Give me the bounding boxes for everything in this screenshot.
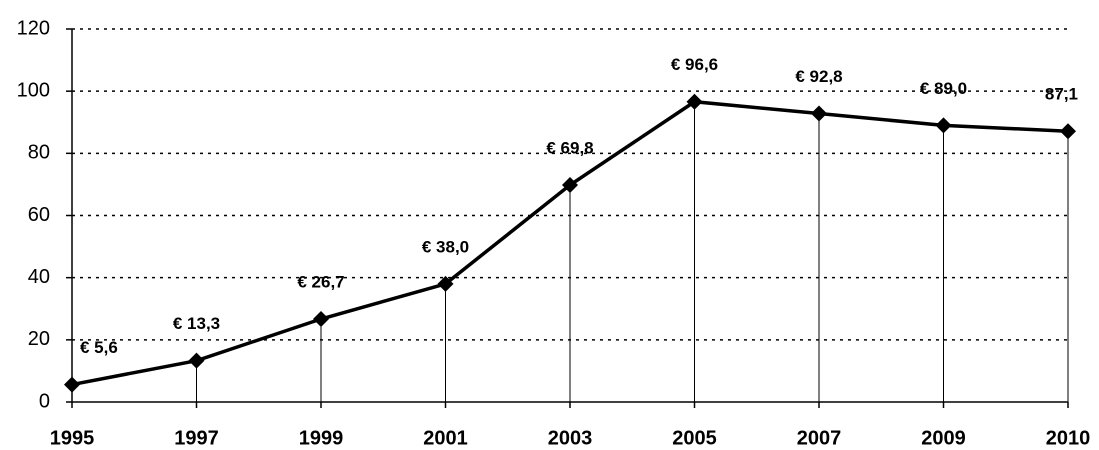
marker [64, 376, 80, 393]
value-label: 87,1 [1045, 85, 1078, 104]
value-label: € 96,6 [671, 55, 718, 74]
marker [188, 352, 205, 369]
value-label: € 26,7 [297, 272, 344, 291]
x-tick-label: 1999 [299, 427, 344, 449]
x-tick-label: 2009 [921, 427, 966, 449]
value-label: € 5,6 [80, 338, 118, 357]
marker [935, 117, 952, 134]
marker [313, 311, 329, 328]
marker [437, 275, 454, 292]
value-label: € 38,0 [422, 237, 469, 256]
value-label: € 89,0 [920, 79, 967, 98]
y-tick-label: 120 [17, 17, 50, 39]
value-label: € 13,3 [173, 314, 220, 333]
y-tick-label: 20 [28, 328, 50, 350]
y-tick-label: 60 [28, 204, 50, 226]
x-tick-label: 2010 [1046, 427, 1091, 449]
x-tick-label: 2001 [423, 427, 468, 449]
marker [811, 105, 827, 122]
y-tick-label: 40 [28, 266, 50, 288]
marker [686, 93, 703, 110]
value-label: € 92,8 [795, 67, 842, 86]
y-tick-label: 100 [17, 79, 50, 101]
y-tick-label: 0 [39, 390, 50, 412]
y-tick-label: 80 [28, 142, 50, 164]
x-tick-label: 1995 [50, 427, 95, 449]
x-tick-label: 2005 [672, 427, 717, 449]
x-tick-label: 2007 [797, 427, 842, 449]
marker [1060, 123, 1076, 140]
x-tick-label: 2003 [548, 427, 593, 449]
value-label: € 69,8 [546, 139, 593, 158]
marker [562, 177, 578, 194]
x-tick-label: 1997 [174, 427, 219, 449]
